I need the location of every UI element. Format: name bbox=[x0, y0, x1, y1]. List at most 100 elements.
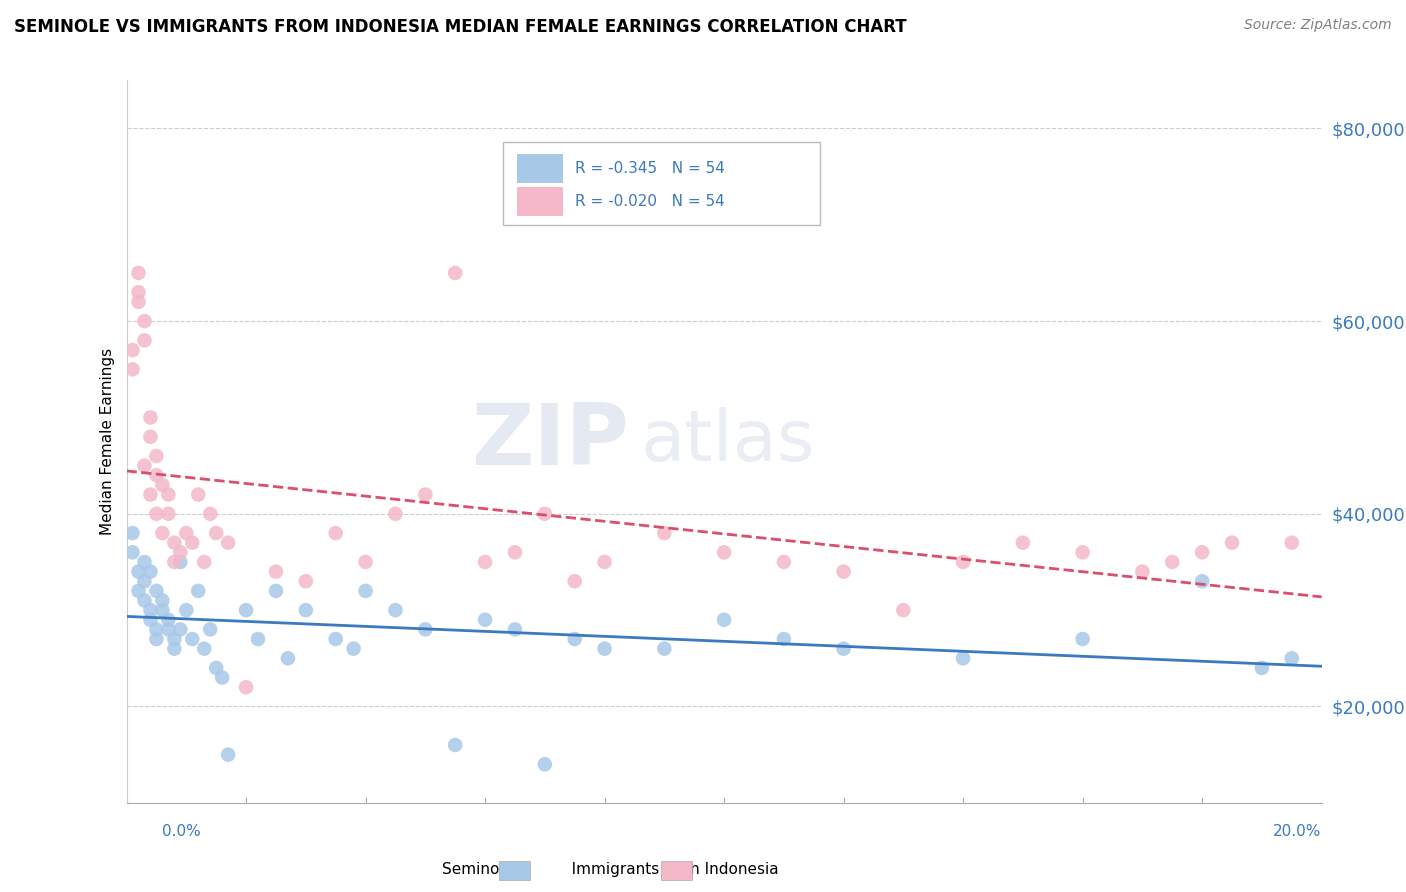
Point bbox=[200, 623, 222, 637]
Point bbox=[294, 603, 316, 617]
Point bbox=[139, 603, 162, 617]
Point bbox=[217, 535, 239, 549]
Point bbox=[139, 410, 162, 425]
Point bbox=[134, 458, 156, 473]
Point bbox=[163, 535, 186, 549]
Point bbox=[343, 641, 366, 656]
Point bbox=[503, 545, 526, 559]
Point bbox=[1071, 632, 1094, 646]
Point bbox=[211, 671, 233, 685]
Point bbox=[145, 623, 167, 637]
Point bbox=[157, 487, 180, 501]
Point bbox=[534, 507, 557, 521]
Point bbox=[134, 314, 156, 328]
Point bbox=[127, 266, 149, 280]
Point bbox=[134, 555, 156, 569]
Point bbox=[325, 526, 347, 541]
Point bbox=[952, 651, 974, 665]
Point bbox=[174, 603, 197, 617]
Point bbox=[354, 583, 377, 598]
Point bbox=[235, 680, 257, 694]
Point bbox=[277, 651, 299, 665]
Point bbox=[181, 632, 204, 646]
Point bbox=[121, 545, 143, 559]
Y-axis label: Median Female Earnings: Median Female Earnings bbox=[100, 348, 115, 535]
Point bbox=[773, 555, 796, 569]
Point bbox=[534, 757, 557, 772]
Point bbox=[121, 362, 143, 376]
Point bbox=[384, 603, 406, 617]
Point bbox=[1220, 535, 1243, 549]
Text: 20.0%: 20.0% bbox=[1274, 824, 1322, 838]
Point bbox=[264, 565, 287, 579]
Point bbox=[713, 613, 735, 627]
Point bbox=[1281, 651, 1303, 665]
Point bbox=[157, 507, 180, 521]
Point bbox=[652, 641, 675, 656]
Point bbox=[1191, 574, 1213, 589]
Point bbox=[145, 468, 167, 483]
Point bbox=[163, 641, 186, 656]
Point bbox=[415, 487, 437, 501]
Point bbox=[474, 555, 496, 569]
Point bbox=[127, 294, 149, 309]
Point bbox=[174, 526, 197, 541]
Point bbox=[169, 555, 191, 569]
Point bbox=[205, 526, 228, 541]
Text: SEMINOLE VS IMMIGRANTS FROM INDONESIA MEDIAN FEMALE EARNINGS CORRELATION CHART: SEMINOLE VS IMMIGRANTS FROM INDONESIA ME… bbox=[14, 18, 907, 36]
Point bbox=[145, 449, 167, 463]
Text: atlas: atlas bbox=[640, 407, 815, 476]
Point bbox=[163, 632, 186, 646]
Point bbox=[152, 593, 174, 607]
Point bbox=[235, 603, 257, 617]
Point bbox=[713, 545, 735, 559]
Point bbox=[773, 632, 796, 646]
Point bbox=[294, 574, 316, 589]
Point bbox=[384, 507, 406, 521]
Point bbox=[832, 565, 855, 579]
Text: Source: ZipAtlas.com: Source: ZipAtlas.com bbox=[1244, 18, 1392, 32]
Point bbox=[952, 555, 974, 569]
Point bbox=[444, 266, 467, 280]
Point bbox=[1130, 565, 1153, 579]
Point bbox=[354, 555, 377, 569]
Point bbox=[474, 613, 496, 627]
Point bbox=[152, 603, 174, 617]
Text: R = -0.345   N = 54: R = -0.345 N = 54 bbox=[575, 161, 724, 176]
Point bbox=[145, 583, 167, 598]
Bar bbox=[517, 153, 562, 183]
Point bbox=[1191, 545, 1213, 559]
Point bbox=[187, 487, 209, 501]
Text: ZIP: ZIP bbox=[471, 400, 628, 483]
Point bbox=[139, 565, 162, 579]
Text: 0.0%: 0.0% bbox=[162, 824, 201, 838]
Point bbox=[152, 478, 174, 492]
Point bbox=[152, 526, 174, 541]
Point bbox=[193, 555, 215, 569]
Point bbox=[593, 641, 616, 656]
Point bbox=[181, 535, 204, 549]
Point bbox=[593, 555, 616, 569]
Point bbox=[157, 623, 180, 637]
Point bbox=[169, 623, 191, 637]
Point bbox=[157, 613, 180, 627]
Point bbox=[832, 641, 855, 656]
Point bbox=[205, 661, 228, 675]
Bar bbox=[517, 187, 562, 216]
Point bbox=[415, 623, 437, 637]
Point bbox=[134, 574, 156, 589]
Point bbox=[200, 507, 222, 521]
Point bbox=[1251, 661, 1274, 675]
Point bbox=[127, 285, 149, 300]
Point bbox=[564, 632, 586, 646]
Point bbox=[564, 574, 586, 589]
Point bbox=[139, 487, 162, 501]
Point bbox=[1281, 535, 1303, 549]
Point bbox=[893, 603, 915, 617]
Point bbox=[187, 583, 209, 598]
Point bbox=[169, 545, 191, 559]
Point bbox=[217, 747, 239, 762]
Point bbox=[652, 526, 675, 541]
Point bbox=[145, 632, 167, 646]
Point bbox=[134, 593, 156, 607]
